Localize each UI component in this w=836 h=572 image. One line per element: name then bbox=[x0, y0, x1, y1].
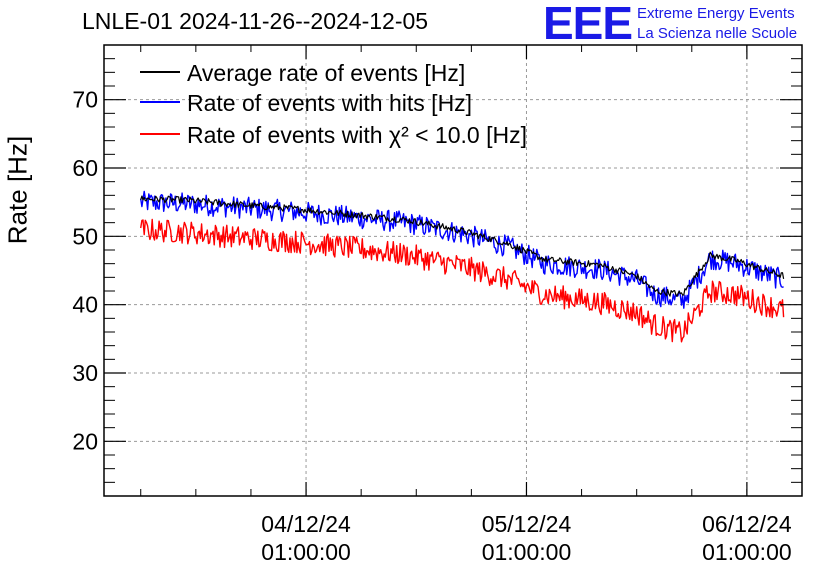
x-tick-label-time: 01:00:00 bbox=[702, 539, 792, 565]
x-tick-label-date: 05/12/24 bbox=[482, 511, 572, 537]
y-tick-label: 20 bbox=[72, 428, 98, 454]
series-line bbox=[140, 195, 785, 297]
series-line bbox=[140, 190, 784, 309]
y-tick-label: 30 bbox=[72, 360, 98, 386]
y-tick-label: 50 bbox=[72, 223, 98, 249]
y-tick-label: 70 bbox=[72, 87, 98, 113]
eee-logo: EEE Extreme Energy Events La Scienza nel… bbox=[543, 0, 833, 49]
plot-frame bbox=[103, 44, 803, 497]
y-tick-label: 40 bbox=[72, 292, 98, 318]
logo-mark: EEE bbox=[543, 0, 633, 49]
x-tick-label-time: 01:00:00 bbox=[482, 539, 572, 565]
logo-line-2: La Scienza nelle Scuole bbox=[637, 25, 798, 42]
legend-label: Rate of events with χ² < 10.0 [Hz] bbox=[187, 122, 527, 148]
legend-label: Average rate of events [Hz] bbox=[187, 60, 465, 86]
x-tick-label-date: 06/12/24 bbox=[702, 511, 792, 537]
logo-line-1: Extreme Energy Events bbox=[637, 5, 795, 22]
x-tick-label-date: 04/12/24 bbox=[261, 511, 351, 537]
axis-ticks bbox=[104, 44, 803, 497]
chart-title: LNLE-01 2024-11-26--2024-12-05 bbox=[82, 8, 429, 34]
y-tick-label: 60 bbox=[72, 155, 98, 181]
x-tick-label-time: 01:00:00 bbox=[261, 539, 351, 565]
series-lines bbox=[140, 190, 785, 343]
legend-label: Rate of events with hits [Hz] bbox=[187, 90, 472, 116]
tick-labels: 20304050607004/12/2401:00:0005/12/2401:0… bbox=[72, 87, 791, 565]
legend: Average rate of events [Hz] Rate of event… bbox=[140, 60, 527, 148]
series-line bbox=[140, 218, 785, 343]
